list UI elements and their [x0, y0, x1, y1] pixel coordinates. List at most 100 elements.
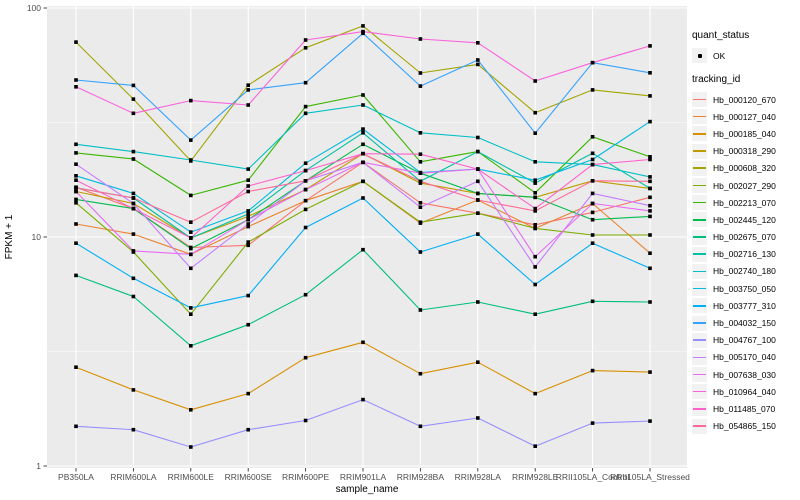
- series-color-line-icon: [693, 115, 706, 118]
- data-point: [303, 207, 308, 212]
- data-point: [361, 142, 365, 147]
- series-color-line-icon: [693, 253, 706, 255]
- data-point: [131, 276, 136, 281]
- legend-item-label: Hb_007638_030: [713, 369, 776, 380]
- data-point: [246, 212, 250, 216]
- data-point: [361, 196, 365, 200]
- legend-item-label: Hb_010964_040: [713, 386, 776, 397]
- series-color-key-icon: [692, 178, 707, 194]
- series-color-key-icon: [692, 109, 707, 125]
- data-point: [418, 37, 423, 41]
- data-point: [533, 223, 537, 227]
- data-point: [361, 160, 365, 165]
- data-point: [246, 209, 250, 213]
- data-point: [131, 206, 136, 211]
- series-color-line-icon: [693, 167, 706, 170]
- x-axis-title: sample_name: [336, 484, 399, 495]
- data-point: [476, 191, 480, 196]
- data-point: [246, 240, 250, 244]
- data-point: [189, 246, 193, 251]
- data-point: [361, 151, 365, 156]
- legend-item-Hb_000127_040: Hb_000127_040: [692, 108, 798, 125]
- legend-item-label: Hb_002445_120: [713, 214, 776, 225]
- legend-item-label: Hb_000608_320: [713, 163, 776, 174]
- legend-item-Hb_002445_120: Hb_002445_120: [692, 211, 798, 228]
- data-point: [418, 179, 423, 184]
- legend-item-Hb_002740_180: Hb_002740_180: [692, 263, 798, 280]
- series-color-line-icon: [693, 425, 706, 427]
- data-point: [303, 111, 308, 116]
- legend-item-Hb_000185_040: Hb_000185_040: [692, 125, 798, 142]
- data-point: [246, 243, 250, 248]
- data-point: [533, 312, 537, 316]
- data-point: [533, 191, 537, 195]
- data-point: [361, 93, 365, 97]
- legend-item-Hb_005170_040: Hb_005170_040: [692, 349, 798, 366]
- legend-item-label: Hb_005170_040: [713, 352, 776, 363]
- data-point: [533, 178, 537, 182]
- data-point: [590, 191, 595, 196]
- series-color-line-icon: [693, 236, 706, 238]
- data-point: [74, 222, 78, 226]
- data-point: [303, 161, 308, 165]
- data-point: [590, 88, 595, 92]
- data-point: [246, 167, 250, 171]
- data-point: [476, 360, 480, 364]
- data-point: [533, 131, 537, 135]
- series-color-key-icon: [692, 349, 707, 365]
- data-point: [246, 88, 250, 92]
- data-point: [418, 84, 423, 88]
- data-point: [189, 252, 193, 257]
- data-point: [648, 214, 652, 219]
- series-color-line-icon: [693, 287, 706, 290]
- data-point: [131, 249, 136, 253]
- data-point: [648, 157, 652, 162]
- series-color-line-icon: [693, 322, 706, 324]
- data-point: [590, 217, 595, 222]
- data-point: [590, 60, 595, 65]
- data-point: [74, 365, 78, 369]
- series-color-key-icon: [692, 246, 707, 262]
- data-point: [418, 171, 423, 175]
- series-color-line-icon: [693, 356, 706, 359]
- x-tick-label: RRIM600PE: [282, 472, 330, 482]
- data-point: [648, 175, 652, 179]
- data-point: [648, 119, 652, 124]
- data-point: [131, 83, 136, 88]
- data-point: [590, 179, 595, 183]
- data-point: [476, 416, 480, 420]
- y-tick-label: 100: [27, 3, 41, 13]
- series-color-line-icon: [693, 304, 706, 307]
- data-point: [303, 292, 308, 297]
- series-color-key-icon: [692, 212, 707, 228]
- legend-title-quant-status: quant_status: [692, 30, 750, 41]
- data-point: [648, 233, 652, 237]
- data-point: [648, 209, 652, 213]
- legend-item-label: Hb_011485_070: [713, 403, 776, 414]
- series-color-key-icon: [692, 315, 707, 331]
- data-point: [246, 217, 250, 222]
- data-point: [74, 186, 78, 190]
- data-point: [418, 71, 423, 75]
- data-point: [74, 151, 78, 155]
- series-color-key-icon: [692, 195, 707, 211]
- data-point: [648, 155, 652, 159]
- data-point: [648, 179, 652, 184]
- data-point: [533, 444, 537, 448]
- x-tick-label: RRIM600LE: [168, 472, 215, 482]
- data-point: [648, 251, 652, 255]
- data-point: [131, 97, 136, 101]
- legend-item-label: Hb_000127_040: [713, 111, 776, 122]
- series-color-key-icon: [692, 367, 707, 383]
- data-point: [189, 408, 193, 412]
- data-point: [131, 191, 136, 196]
- data-point: [361, 247, 365, 252]
- series-color-key-icon: [692, 143, 707, 159]
- series-color-key-icon: [692, 332, 707, 348]
- legend-item-Hb_054865_150: Hb_054865_150: [692, 418, 798, 435]
- data-point: [189, 344, 193, 348]
- data-point: [590, 210, 595, 215]
- series-color-line-icon: [693, 390, 706, 393]
- legend-item-Hb_000318_290: Hb_000318_290: [692, 143, 798, 160]
